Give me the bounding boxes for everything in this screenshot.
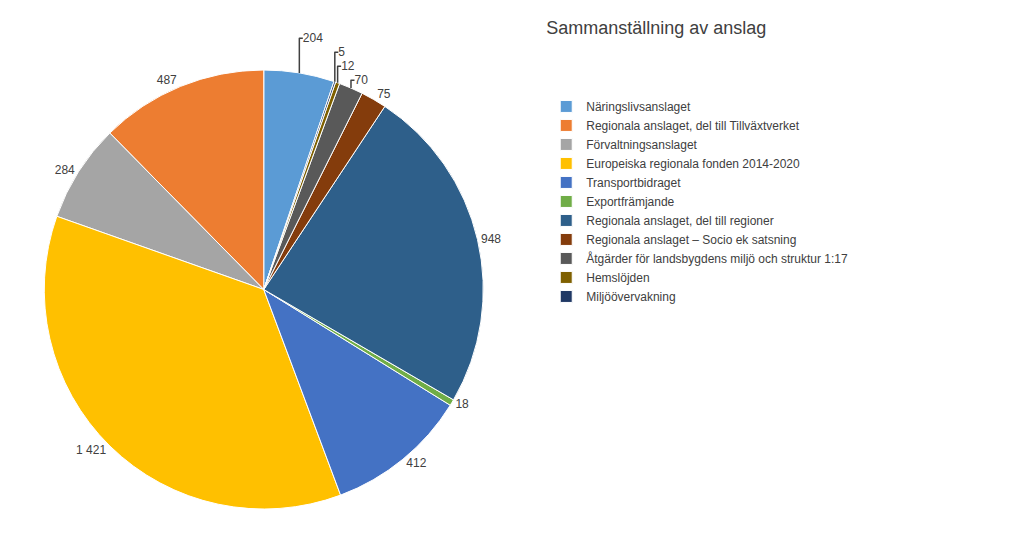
svg-text:284: 284 <box>55 163 75 177</box>
svg-text:Hemslöjden: Hemslöjden <box>586 271 649 285</box>
svg-text:75: 75 <box>377 87 391 101</box>
svg-text:5: 5 <box>338 45 345 59</box>
svg-text:Regionala anslaget, del till r: Regionala anslaget, del till regioner <box>586 214 773 228</box>
svg-text:Miljöövervakning: Miljöövervakning <box>586 290 675 304</box>
svg-text:Europeiska regionala fonden 20: Europeiska regionala fonden 2014-2020 <box>586 157 800 171</box>
svg-text:Åtgärder för landsbygdens milj: Åtgärder för landsbygdens miljö och stru… <box>586 251 848 266</box>
svg-text:Regionala anslaget – Socio ek: Regionala anslaget – Socio ek satsning <box>586 233 796 247</box>
svg-text:Förvaltningsanslaget: Förvaltningsanslaget <box>586 138 697 152</box>
svg-text:Regionala anslaget, del till T: Regionala anslaget, del till Tillväxtver… <box>586 119 799 133</box>
svg-text:70: 70 <box>354 73 368 87</box>
svg-text:1 421: 1 421 <box>76 443 106 457</box>
svg-text:Exportfrämjande: Exportfrämjande <box>586 195 674 209</box>
svg-text:487: 487 <box>157 73 177 87</box>
svg-text:Sammanställning av anslag: Sammanställning av anslag <box>546 18 766 38</box>
svg-text:412: 412 <box>406 456 426 470</box>
svg-text:18: 18 <box>455 397 469 411</box>
svg-text:948: 948 <box>481 232 501 246</box>
svg-text:Transportbidraget: Transportbidraget <box>586 176 681 190</box>
svg-text:Näringslivsanslaget: Näringslivsanslaget <box>586 100 691 114</box>
svg-text:12: 12 <box>341 59 355 73</box>
svg-text:204: 204 <box>303 31 323 45</box>
